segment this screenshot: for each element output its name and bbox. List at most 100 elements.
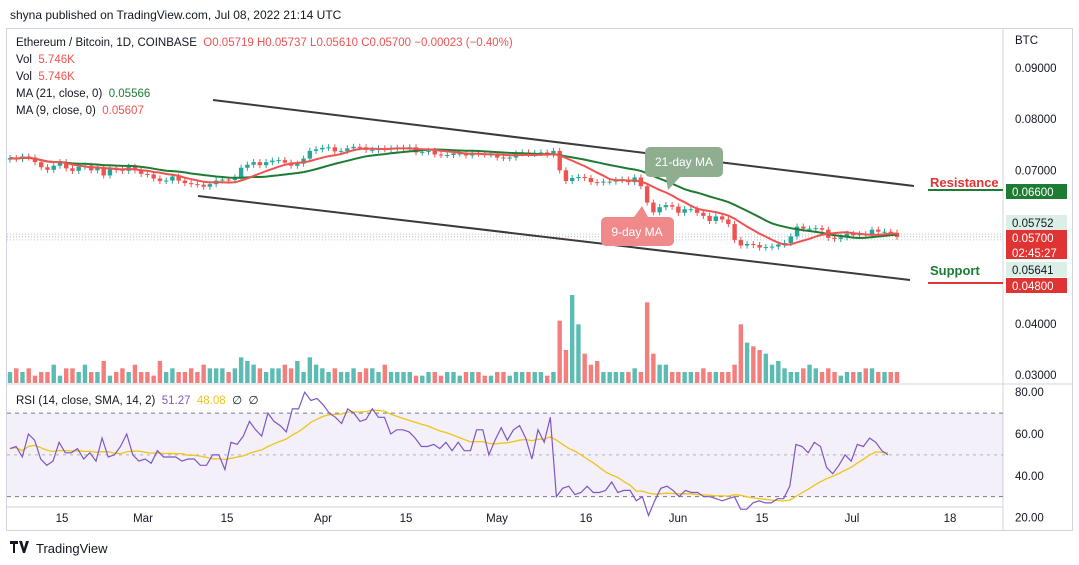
volume-bar [520, 372, 525, 383]
rsi-axis-tick: 60.00 [1015, 429, 1044, 441]
volume-bar [457, 375, 462, 383]
volume-bar [370, 368, 375, 383]
volume-bar [120, 368, 125, 383]
vol-value: 5.746K [38, 54, 75, 66]
channel-lower-line [197, 195, 911, 281]
candle-body [195, 184, 200, 186]
candle-body [876, 229, 881, 232]
volume-bar [888, 372, 893, 383]
volume-bar [532, 372, 537, 383]
support-label: Support [930, 263, 980, 278]
volume-bar [638, 372, 644, 383]
candle-body [295, 163, 300, 166]
rsi-axis-tick: 20.00 [1015, 513, 1044, 525]
volume-bar [769, 364, 775, 383]
volume-bar [882, 372, 887, 383]
price-axis-tick: 0.04000 [1015, 319, 1057, 331]
candle-body [451, 153, 456, 155]
volume-bar [744, 342, 750, 383]
volume-bar [701, 368, 706, 383]
ma21-value: 0.05566 [108, 88, 151, 100]
volume-bar [188, 368, 194, 383]
candle-body [51, 165, 56, 170]
volume-bar [713, 372, 719, 383]
candle-body [676, 206, 681, 213]
volume-bar [569, 295, 575, 383]
candle-body [707, 215, 712, 221]
volume-bar [707, 372, 712, 383]
volume-bar [101, 361, 106, 383]
candle-body [788, 236, 794, 243]
candle-body [445, 154, 450, 156]
volume-bar [863, 368, 868, 383]
candle-body [64, 162, 69, 169]
time-axis-tick: 16 [580, 513, 593, 525]
volume-bar [338, 372, 344, 383]
candle-body [263, 162, 269, 166]
volume-bar [232, 368, 238, 383]
volume-bar [438, 375, 444, 383]
volume-bar [819, 372, 825, 383]
volume-bar [89, 372, 94, 383]
badge-support: 0.04800 [1012, 281, 1054, 293]
candle-body [744, 244, 750, 246]
candle-body [844, 233, 850, 238]
candle-body [326, 147, 331, 149]
rsi-legend: RSI (14, close, SMA, 14, 2) 51.27 48.08 … [16, 393, 259, 407]
time-axis-tick: Mar [133, 513, 153, 525]
candle-body [332, 147, 338, 152]
candle-body [276, 160, 281, 162]
candle-body [157, 178, 163, 182]
volume-bar [588, 364, 594, 383]
volume-bar [470, 372, 475, 383]
badge-05752: 0.05752 [1012, 218, 1054, 230]
volume-bar [7, 372, 13, 383]
rsi-label[interactable]: RSI (14, close, SMA, 14, 2) [16, 395, 156, 407]
volume-bar [39, 372, 44, 383]
volume-bar [376, 372, 381, 383]
candle-body [594, 182, 600, 184]
candle-body [170, 176, 175, 181]
candle-body [794, 226, 800, 237]
volume-bar [238, 357, 244, 383]
candle-body [507, 157, 512, 159]
volume-bar [801, 368, 806, 383]
volume-bar [420, 375, 425, 383]
volume-bar [726, 372, 731, 383]
tradingview-logo-icon[interactable] [10, 540, 30, 556]
volume-bar [426, 372, 431, 383]
volume-bar [263, 372, 269, 383]
price-axis-tick: 0.03000 [1015, 370, 1057, 382]
volume-bar [526, 372, 531, 383]
footer-brand[interactable]: TradingView [36, 540, 108, 556]
volume-bar [482, 375, 487, 383]
candle-body [232, 177, 238, 181]
candle-body [338, 150, 344, 152]
volume-bar [594, 361, 600, 383]
badge-current-bg [1006, 230, 1067, 245]
candle-body [763, 247, 769, 249]
candle-body [563, 170, 569, 182]
volume-bar [601, 372, 606, 383]
ma21-label: MA (21, close, 0) [16, 88, 103, 100]
volume-bar [576, 324, 581, 383]
volume-bar [657, 364, 662, 383]
volume-bar [176, 372, 181, 383]
volume-bar [332, 368, 338, 383]
volume-bar [869, 368, 875, 383]
volume-bar [644, 302, 650, 383]
candle-body [769, 246, 775, 248]
ma9-value: 0.05607 [102, 105, 144, 117]
rsi-axis-tick: 80.00 [1015, 387, 1044, 399]
candle-body [301, 158, 306, 164]
candle-body [163, 180, 169, 182]
volume-bar [663, 364, 669, 383]
vol-value: 5.746K [38, 71, 75, 83]
volume-bar [688, 372, 694, 383]
time-axis-tick: 15 [56, 513, 69, 525]
candle-body [426, 150, 431, 152]
volume-bar [651, 353, 656, 383]
symbol-title[interactable]: Ethereum / Bitcoin, 1D, COINBASE [16, 37, 197, 49]
volume-row-1: Vol 5.746K [16, 52, 513, 69]
